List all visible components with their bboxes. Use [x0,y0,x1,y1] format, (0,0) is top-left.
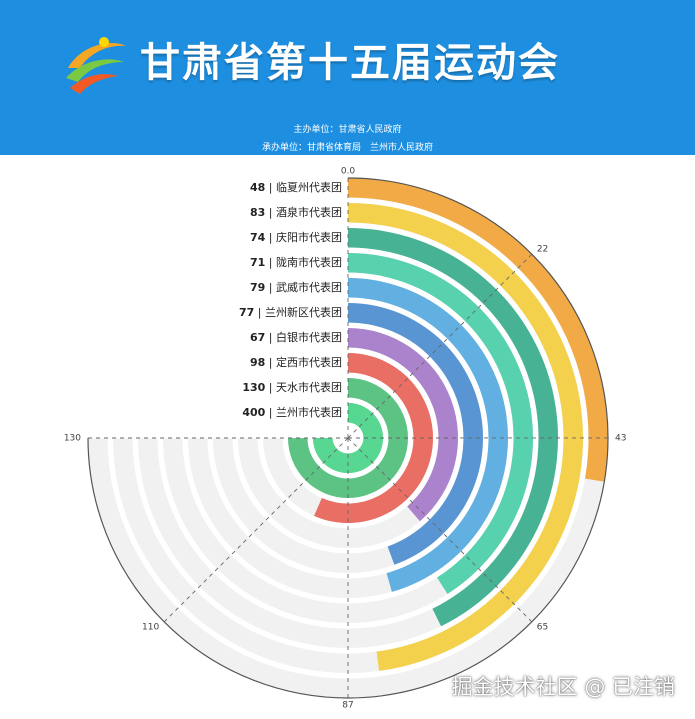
category-label: 79 | 武威市代表团 [250,280,342,294]
split-line [163,437,349,623]
category-label: 67 | 白银市代表团 [250,330,342,344]
bar-武威市代表团 [348,278,508,592]
category-label: 74 | 庆阳市代表团 [250,230,342,244]
angle-tick-label: 130 [64,434,81,444]
bar-兰州市代表团 [348,403,361,424]
category-label: 83 | 酒泉市代表团 [250,205,342,219]
polar-bar-chart: 0.0 22 43 65 87 110 130 48 | 临夏州代表团 83 | 酒泉市代表团 7… [64,167,627,711]
category-label: 71 | 陇南市代表团 [250,255,342,269]
header-banner: 甘肃省第十五届运动会 主办单位：甘肃省人民政府 承办单位：甘肃省体育局 兰州市人… [0,0,695,155]
category-label: 400 | 兰州市代表团 [242,405,342,419]
watermark-text: 掘金技术社区 @ 已注销 [451,675,675,699]
split-line [347,253,533,439]
split-line [347,437,533,623]
angle-tick-label: 65 [537,622,548,632]
banner-title: 甘肃省第十五届运动会 [140,40,560,86]
angle-tick-label: 43 [615,433,626,443]
bar-庆阳市代表团 [348,228,559,627]
category-label: 48 | 临夏州代表团 [250,180,342,194]
bar-陇南市代表团 [348,253,534,594]
category-label: 77 | 兰州新区代表团 [239,305,342,319]
bar-兰州新区代表团 [348,303,483,565]
angle-tick-label: 0.0 [341,167,356,177]
category-label: 98 | 定西市代表团 [250,355,342,369]
undertaker-text: 承办单位：甘肃省体育局 兰州市人民政府 [261,143,433,153]
angle-tick-label: 22 [537,245,548,255]
games-logo-icon [66,37,126,94]
organizer-text: 主办单位：甘肃省人民政府 [293,125,402,135]
angle-tick-label: 87 [342,701,353,711]
bar-白银市代表团 [348,328,458,522]
angle-tick-label: 110 [142,622,159,632]
category-label: 130 | 天水市代表团 [242,380,342,394]
bar-定西市代表团 [314,353,434,523]
